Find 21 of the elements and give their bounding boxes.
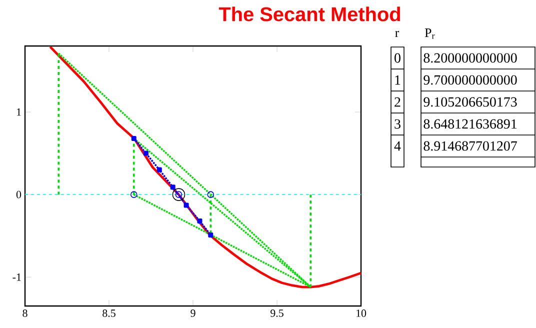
chart-title: The Secant Method <box>218 6 400 22</box>
x-tick-label: 10 <box>356 310 366 317</box>
x-tick-label: 8 <box>22 310 28 317</box>
text: 8.648121636891 <box>424 119 517 129</box>
y-tick-label: 0 <box>16 190 22 198</box>
text: 8.914687701207 <box>424 141 517 151</box>
x-tick-label: 9 <box>190 310 196 317</box>
x-tick-label: 9.5 <box>270 310 284 317</box>
text: 8.200000000000 <box>424 53 517 63</box>
text: r <box>395 30 400 37</box>
text: 0 <box>394 53 400 63</box>
y-tick-label: -1 <box>12 273 21 281</box>
text: 9.105206650173 <box>424 97 517 107</box>
y-tick-label: 1 <box>16 108 21 116</box>
text: 1 <box>395 75 400 85</box>
text: 9.700000000000 <box>424 75 517 85</box>
text: 3 <box>394 119 400 129</box>
text: 4 <box>394 141 401 151</box>
x-tick-label: 8.5 <box>102 310 116 317</box>
text: P$_{r}$ <box>424 28 435 39</box>
text: 2 <box>394 97 400 107</box>
